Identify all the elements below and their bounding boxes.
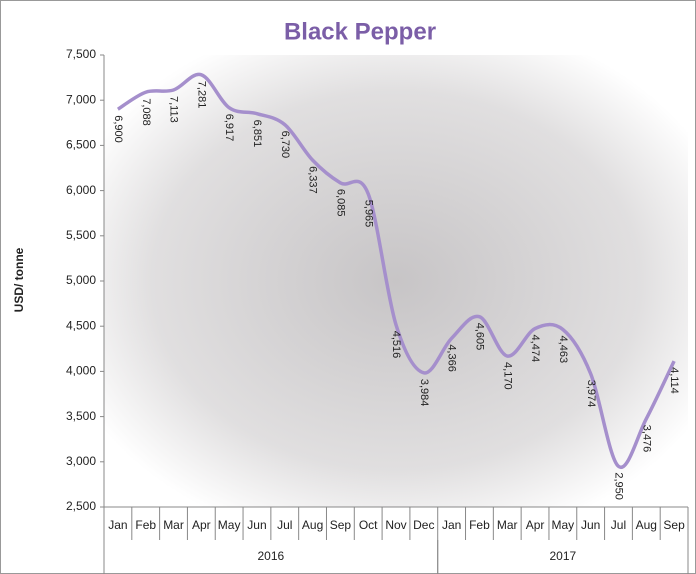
data-label: 6,900 xyxy=(112,115,124,143)
data-label: 3,476 xyxy=(640,425,652,453)
y-tick-label: 3,000 xyxy=(66,454,96,468)
data-label: 7,281 xyxy=(195,81,207,109)
y-tick-label: 6,000 xyxy=(66,183,96,197)
y-tick-label: 3,500 xyxy=(66,409,96,423)
data-label: 2,950 xyxy=(613,472,625,500)
x-tick-label: Jan xyxy=(442,518,461,532)
data-label: 3,974 xyxy=(585,380,597,408)
background xyxy=(104,55,688,507)
group-label: 2017 xyxy=(550,549,577,563)
data-label: 6,730 xyxy=(279,131,291,159)
x-tick-label: Mar xyxy=(497,518,518,532)
data-label: 6,085 xyxy=(334,189,346,217)
data-label: 5,965 xyxy=(362,200,374,228)
x-tick-label: Apr xyxy=(526,518,545,532)
data-label: 3,984 xyxy=(418,379,430,407)
x-tick-label: Feb xyxy=(135,518,156,532)
data-label: 4,463 xyxy=(557,336,569,364)
group-label: 2016 xyxy=(258,549,285,563)
x-tick-label: Jul xyxy=(277,518,292,532)
x-tick-label: Nov xyxy=(385,518,406,532)
y-tick-label: 7,000 xyxy=(66,92,96,106)
x-tick-label: Aug xyxy=(302,518,323,532)
y-tick-label: 4,500 xyxy=(66,318,96,332)
y-axis-label: USD/ tonne xyxy=(12,247,26,312)
x-tick-label: Jun xyxy=(581,518,600,532)
y-tick-label: 5,000 xyxy=(66,273,96,287)
x-tick-label: Mar xyxy=(163,518,184,532)
chart-title: Black Pepper xyxy=(284,18,436,45)
x-tick-label: Jan xyxy=(108,518,127,532)
x-tick-label: May xyxy=(552,518,575,532)
data-label: 4,170 xyxy=(501,362,513,390)
data-label: 6,851 xyxy=(251,120,263,148)
y-tick-label: 6,500 xyxy=(66,138,96,152)
x-tick-label: May xyxy=(218,518,241,532)
x-tick-label: Jun xyxy=(247,518,266,532)
data-label: 4,114 xyxy=(668,367,680,394)
x-tick-label: Oct xyxy=(359,518,378,532)
x-tick-label: Apr xyxy=(192,518,211,532)
data-label: 6,917 xyxy=(223,114,235,142)
data-label: 7,088 xyxy=(140,98,152,126)
data-label: 4,366 xyxy=(446,344,458,372)
x-tick-label: Dec xyxy=(413,518,434,532)
x-tick-label: Sep xyxy=(330,518,352,532)
x-tick-label: Sep xyxy=(663,518,685,532)
y-tick-label: 7,500 xyxy=(66,47,96,61)
x-tick-label: Feb xyxy=(469,518,490,532)
data-label: 7,113 xyxy=(168,96,180,123)
data-line xyxy=(116,72,676,469)
y-tick-label: 2,500 xyxy=(66,499,96,513)
x-tick-label: Aug xyxy=(636,518,657,532)
data-label: 4,516 xyxy=(390,331,402,359)
data-label: 6,337 xyxy=(307,166,319,194)
data-label: 4,605 xyxy=(474,323,486,351)
data-label: 4,474 xyxy=(529,335,541,363)
x-tick-label: Jul xyxy=(611,518,626,532)
y-tick-label: 5,500 xyxy=(66,228,96,242)
y-tick-label: 4,000 xyxy=(66,364,96,378)
